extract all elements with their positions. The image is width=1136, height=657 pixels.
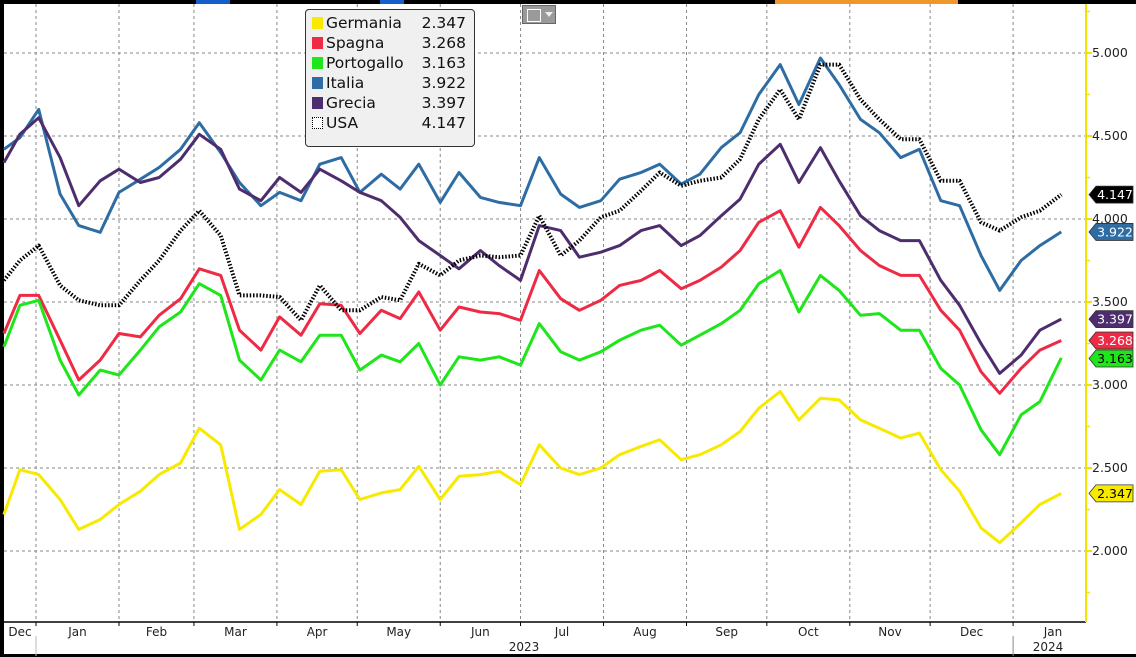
y-tick-label: 4.000 [1092,211,1128,226]
legend-swatch [312,97,323,109]
line-chart-icon [527,9,541,22]
last-value-tags: 4.147 3.922 3.397 3.268 3.163 2.347 [1088,185,1134,503]
value-tag-label: 3.163 [1097,351,1133,366]
value-tag-germania: 2.347 [1088,484,1134,503]
legend: Germania 2.347 Spagna 3.268 Portogallo 3… [305,9,475,147]
legend-value: 3.922 [421,74,466,92]
legend-item-spagna[interactable]: Spagna 3.268 [312,33,474,53]
x-tick-label: Jul [554,625,569,639]
legend-item-portogallo[interactable]: Portogallo 3.163 [312,53,474,73]
y-tick-label: 3.000 [1092,377,1128,392]
y-tick-label: 4.500 [1092,128,1128,143]
value-tag-usa: 4.147 [1088,185,1134,204]
legend-swatch [312,77,323,89]
legend-label: USA [326,114,359,132]
value-tag-label: 4.147 [1097,187,1133,202]
toolbar-strip-segment [775,0,958,4]
legend-item-grecia[interactable]: Grecia 3.397 [312,93,474,113]
grid [4,4,1086,622]
value-tag-shape [1088,223,1134,241]
series-line-spagna [2,205,1062,395]
legend-value: 3.163 [421,54,466,72]
legend-swatch [312,117,323,129]
x-tick-label: Feb [146,625,167,639]
toolbar-strip-segment [380,0,404,4]
legend-label: Grecia [326,94,376,112]
legend-swatch [312,37,323,49]
x-axis: Dec Jan Feb Mar Apr May Jun Jul Aug Sep Oct Nov Dec J… [4,621,1086,656]
toolbar-strip-segment [196,0,230,4]
value-tag-spagna: 3.268 [1088,331,1134,350]
value-tag-label: 3.268 [1097,333,1133,348]
legend-value: 3.268 [421,34,466,52]
series-line-portogallo [2,269,1063,457]
y-tick-label: 2.500 [1092,460,1128,475]
legend-item-italia[interactable]: Italia 3.922 [312,73,474,93]
x-tick-label: Jun [470,625,490,639]
legend-value: 3.397 [421,94,466,112]
chart-frame [4,4,1136,654]
legend-value: 4.147 [421,114,466,132]
value-tag-shape [1088,349,1134,368]
x-tick-label: Dec [960,625,983,639]
y-axis: 2.000 2.500 3.000 3.500 4.000 4.500 5.000 [1085,4,1128,622]
chart-type-button[interactable] [522,5,556,24]
x-tick-label: May [386,625,411,639]
legend-label: Italia [326,74,365,92]
x-tick-label: Aug [633,625,656,639]
y-tick-label: 5.000 [1092,45,1128,60]
x-tick-label: Nov [878,625,901,639]
value-tag-label: 2.347 [1097,486,1133,501]
x-tick-label: Jan [1043,625,1063,639]
legend-swatch [312,17,323,29]
value-tag-shape [1088,310,1134,328]
value-tag-portogallo: 3.163 [1088,349,1134,368]
x-tick-label: Jan [67,625,87,639]
value-tag-shape [1088,484,1134,503]
series-lines [2,56,1063,545]
x-tick-label: Mar [224,625,247,639]
legend-swatch [312,57,323,69]
x-tick-label: Dec [8,625,31,639]
legend-item-usa[interactable]: USA 4.147 [312,113,474,133]
x-year-label: 2023 [509,640,540,654]
value-tag-label: 3.397 [1097,312,1133,327]
x-year-label: 2024 [1033,640,1064,654]
x-tick-label: Sep [715,625,738,639]
value-tag-label: 3.922 [1097,224,1133,239]
chevron-down-icon [545,12,553,17]
series-line-grecia [2,116,1062,375]
y-tick-label: 3.500 [1092,294,1128,309]
x-tick-label: Apr [307,625,328,639]
legend-label: Spagna [326,34,385,52]
x-tick-label: Oct [798,625,819,639]
series-line-usa [2,62,1063,323]
legend-item-germania[interactable]: Germania 2.347 [312,13,474,33]
value-tag-grecia: 3.397 [1088,310,1134,328]
y-tick-label: 2.000 [1092,543,1128,558]
value-tag-italia: 3.922 [1088,223,1134,241]
legend-label: Portogallo [326,54,404,72]
series-line-italia [3,56,1063,292]
series-line-germania [2,390,1062,545]
legend-label: Germania [326,14,402,32]
value-tag-shape [1088,331,1134,350]
legend-value: 2.347 [421,14,466,32]
value-tag-shape [1088,185,1134,204]
